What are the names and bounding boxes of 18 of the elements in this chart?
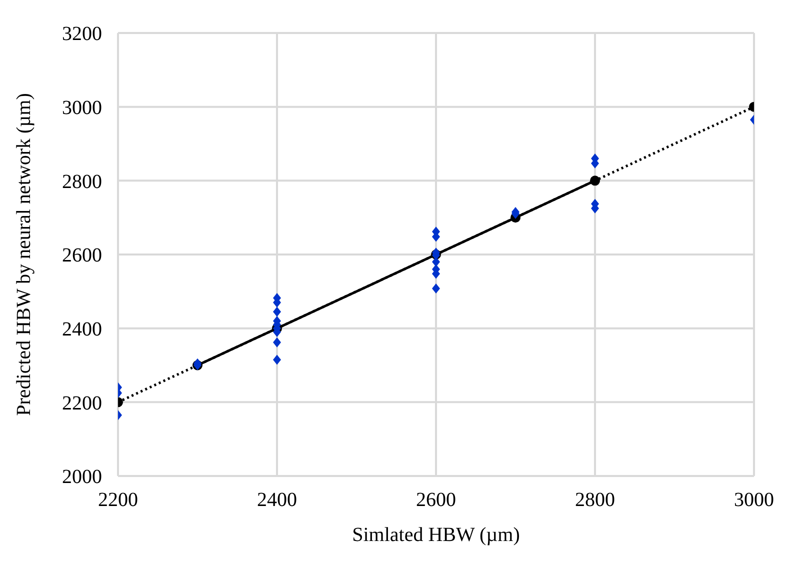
- y-tick-label: 3000: [62, 96, 102, 119]
- y-tick-label: 2000: [62, 466, 102, 488]
- point: [432, 283, 440, 294]
- y-tick-label: 2200: [62, 392, 102, 414]
- x-tick-label: 2600: [416, 489, 456, 512]
- y-tick-label: 2600: [62, 244, 102, 267]
- x-tick-label: 3000: [734, 489, 774, 512]
- x-tick-label: 2200: [98, 489, 138, 512]
- x-tick-label: 2400: [257, 489, 297, 512]
- x-tick-label: 2800: [575, 489, 615, 512]
- point: [273, 354, 281, 365]
- y-axis-title: Predicted HBW by neural network (µm): [13, 93, 36, 416]
- y-tick-label: 2800: [62, 170, 102, 193]
- x-axis-title: Simlated HBW (µm): [352, 524, 520, 546]
- point: [273, 306, 281, 317]
- y-tick-label: 2400: [62, 318, 102, 340]
- y-tick-label: 3200: [62, 23, 102, 46]
- point: [273, 337, 281, 348]
